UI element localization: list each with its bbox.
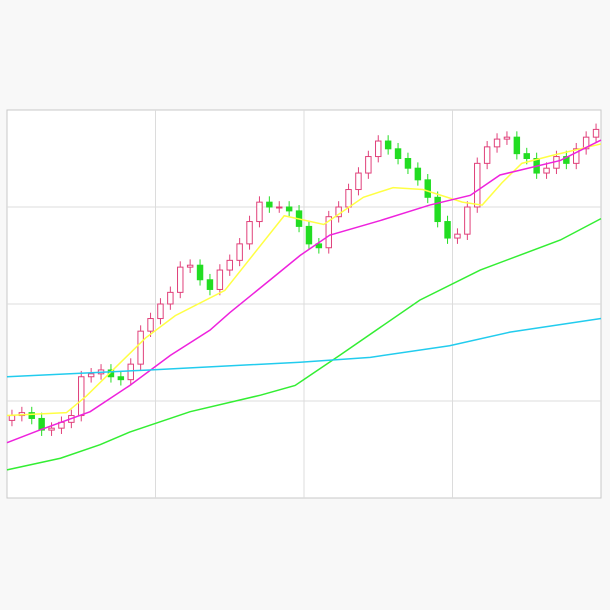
candle-body [474,162,481,208]
candle-body [404,158,412,169]
candle-body [543,167,550,174]
candle-body [454,233,461,239]
candle-body [464,206,471,235]
moving-average [6,317,602,378]
candle-body [325,216,332,249]
candle-body [127,363,134,381]
candle-body [513,136,521,155]
candle-body [365,156,372,174]
candle-body [483,146,491,164]
candle-body [355,172,362,191]
candle-body [78,376,85,417]
candle-body [206,279,214,290]
candle-body [573,148,580,164]
candle-body [424,179,431,198]
candle-body [266,201,273,208]
candle-body [582,136,590,150]
candle-body [592,128,600,138]
candle-body [196,264,204,281]
candle-body [157,303,164,320]
candle-body [523,153,530,159]
candle-body [305,225,313,245]
candle-body [394,148,402,160]
candle-body [384,140,392,150]
candle-body [315,243,323,249]
candle-body [28,412,35,419]
candle-body [236,243,243,261]
moving-average [6,143,602,417]
moving-average [6,217,602,471]
candle-body [256,201,263,223]
candle-body [186,264,194,268]
candle-body [167,291,174,305]
candle-body [434,196,441,223]
candle-body [375,140,382,158]
candle-body [107,369,115,378]
candle-body [137,330,144,365]
candle-body [117,376,125,381]
candle-body [87,373,95,378]
candle-body [503,136,511,140]
candle-body [276,206,283,209]
candle-body [444,221,451,239]
moving-average [6,139,602,444]
candle-body [285,206,293,212]
candle-body [226,259,233,271]
candle-body [563,156,570,164]
candle-body [177,266,184,293]
candle-body [147,318,154,332]
candle-body [246,221,253,245]
candle-body [216,269,224,290]
candle-body [414,167,422,181]
candle-body [345,189,352,208]
candle-body [48,427,55,431]
candle-body [8,415,16,421]
candle-body [493,138,501,148]
